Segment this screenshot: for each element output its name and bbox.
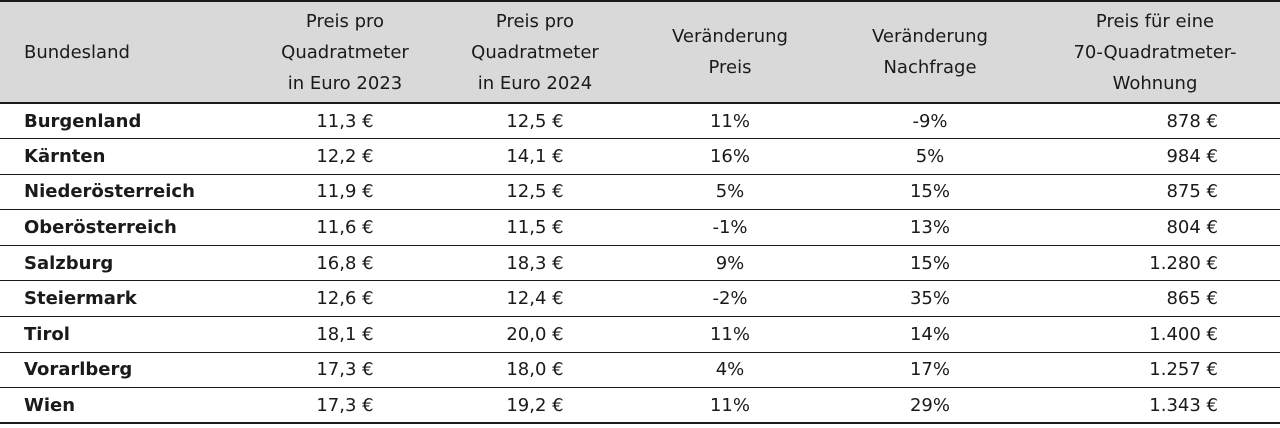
cell-price-2023: 12,6 €: [316, 288, 374, 310]
table-row: Vorarlberg 17,3 € 18,0 € 4% 17% 1.257 €: [0, 352, 1280, 388]
header-change-demand: Veränderung Nachfrage: [830, 1, 1030, 103]
cell-price-2024: 18,0 €: [506, 359, 564, 381]
cell-state: Niederösterreich: [24, 181, 195, 203]
cell-change-price: 5%: [715, 181, 745, 203]
header-change-demand-line: Nachfrage: [883, 57, 977, 78]
cell-change-demand: 35%: [909, 288, 950, 310]
cell-price-2023: 11,3 €: [316, 110, 374, 132]
header-flat-price: Preis für eine 70-Quadratmeter- Wohnung: [1030, 1, 1280, 103]
cell-change-demand: -9%: [912, 110, 948, 132]
header-price-2023-line: in Euro 2023: [287, 72, 403, 94]
cell-flat-price: 878 €: [1166, 110, 1218, 132]
cell-state: Salzburg: [24, 252, 114, 274]
cell-flat-price: 1.280 €: [1149, 252, 1218, 274]
cell-flat-price: 1.400 €: [1149, 323, 1218, 345]
header-flat-price-line: Wohnung: [1112, 72, 1198, 94]
cell-change-price: 16%: [709, 145, 750, 167]
cell-price-2024: 12,5 €: [506, 110, 564, 132]
cell-price-2024: 12,4 €: [506, 288, 564, 310]
cell-price-2023: 12,2 €: [316, 145, 374, 167]
cell-change-price: 11%: [709, 394, 750, 416]
header-price-2023: Preis pro Quadratmeter in Euro 2023: [250, 1, 440, 103]
table-row: Burgenland 11,3 € 12,5 € 11% -9% 878 €: [0, 103, 1280, 139]
cell-price-2023: 16,8 €: [316, 252, 374, 274]
cell-change-demand: 29%: [909, 394, 950, 416]
table-row: Tirol 18,1 € 20,0 € 11% 14% 1.400 €: [0, 317, 1280, 353]
cell-change-demand: 13%: [909, 217, 950, 239]
cell-price-2023: 11,6 €: [316, 217, 374, 239]
cell-change-demand: 15%: [909, 181, 950, 203]
header-flat-price-line: 70-Quadratmeter-: [1073, 41, 1237, 63]
cell-flat-price: 1.257 €: [1149, 359, 1218, 381]
cell-flat-price: 804 €: [1166, 217, 1218, 239]
header-price-2024-line: Preis pro: [495, 10, 575, 32]
header-change-demand-line: Veränderung: [872, 26, 988, 47]
cell-flat-price: 865 €: [1166, 288, 1218, 310]
header-bundesland-label: Bundesland: [24, 41, 130, 63]
header-change-price-line: Veränderung: [672, 26, 788, 47]
cell-price-2024: 18,3 €: [506, 252, 564, 274]
cell-price-2023: 17,3 €: [316, 359, 374, 381]
header-change-price: Veränderung Preis: [630, 1, 830, 103]
cell-change-demand: 14%: [909, 323, 950, 345]
cell-flat-price: 875 €: [1166, 181, 1218, 203]
cell-state: Tirol: [24, 323, 70, 345]
cell-change-demand: 5%: [915, 145, 945, 167]
cell-price-2024: 12,5 €: [506, 181, 564, 203]
header-price-2024: Preis pro Quadratmeter in Euro 2024: [440, 1, 630, 103]
cell-price-2023: 17,3 €: [316, 394, 374, 416]
cell-change-price: -2%: [712, 288, 748, 310]
cell-flat-price: 1.343 €: [1149, 394, 1218, 416]
header-price-2023-line: Quadratmeter: [281, 41, 409, 63]
header-flat-price-line: Preis für eine: [1095, 10, 1215, 32]
header-price-2024-line: Quadratmeter: [471, 41, 599, 63]
header-bundesland: Bundesland: [0, 1, 250, 103]
header-price-2024-line: in Euro 2024: [477, 72, 593, 94]
cell-change-demand: 17%: [909, 359, 950, 381]
cell-price-2024: 11,5 €: [506, 217, 564, 239]
cell-price-2024: 19,2 €: [506, 394, 564, 416]
table-row: Oberösterreich 11,6 € 11,5 € -1% 13% 804…: [0, 210, 1280, 246]
cell-price-2024: 20,0 €: [506, 323, 564, 345]
cell-flat-price: 984 €: [1166, 145, 1218, 167]
header-price-2023-line: Preis pro: [305, 10, 385, 32]
cell-state: Steiermark: [24, 288, 137, 310]
cell-change-price: 9%: [715, 252, 745, 274]
header-change-price-line: Preis: [708, 57, 752, 78]
cell-price-2024: 14,1 €: [506, 145, 564, 167]
cell-price-2023: 18,1 €: [316, 323, 374, 345]
cell-change-price: 11%: [709, 110, 750, 132]
cell-state: Oberösterreich: [24, 217, 177, 239]
table-body: Burgenland 11,3 € 12,5 € 11% -9% 878 € K…: [0, 103, 1280, 424]
cell-state: Wien: [24, 394, 76, 416]
header-row: Bundesland Preis pro Quadratmeter in Eur…: [0, 1, 1280, 103]
cell-state: Burgenland: [24, 110, 142, 132]
table-row: Niederösterreich 11,9 € 12,5 € 5% 15% 87…: [0, 174, 1280, 210]
cell-state: Kärnten: [24, 145, 106, 167]
cell-change-price: 11%: [709, 323, 750, 345]
table-row: Salzburg 16,8 € 18,3 € 9% 15% 1.280 €: [0, 245, 1280, 281]
cell-change-price: -1%: [712, 217, 748, 239]
table-row: Wien 17,3 € 19,2 € 11% 29% 1.343 €: [0, 388, 1280, 424]
table-header: Bundesland Preis pro Quadratmeter in Eur…: [0, 1, 1280, 103]
cell-price-2023: 11,9 €: [316, 181, 374, 203]
cell-change-demand: 15%: [909, 252, 950, 274]
table-row: Steiermark 12,6 € 12,4 € -2% 35% 865 €: [0, 281, 1280, 317]
table-row: Kärnten 12,2 € 14,1 € 16% 5% 984 €: [0, 139, 1280, 175]
cell-state: Vorarlberg: [24, 359, 133, 381]
cell-change-price: 4%: [715, 359, 745, 381]
